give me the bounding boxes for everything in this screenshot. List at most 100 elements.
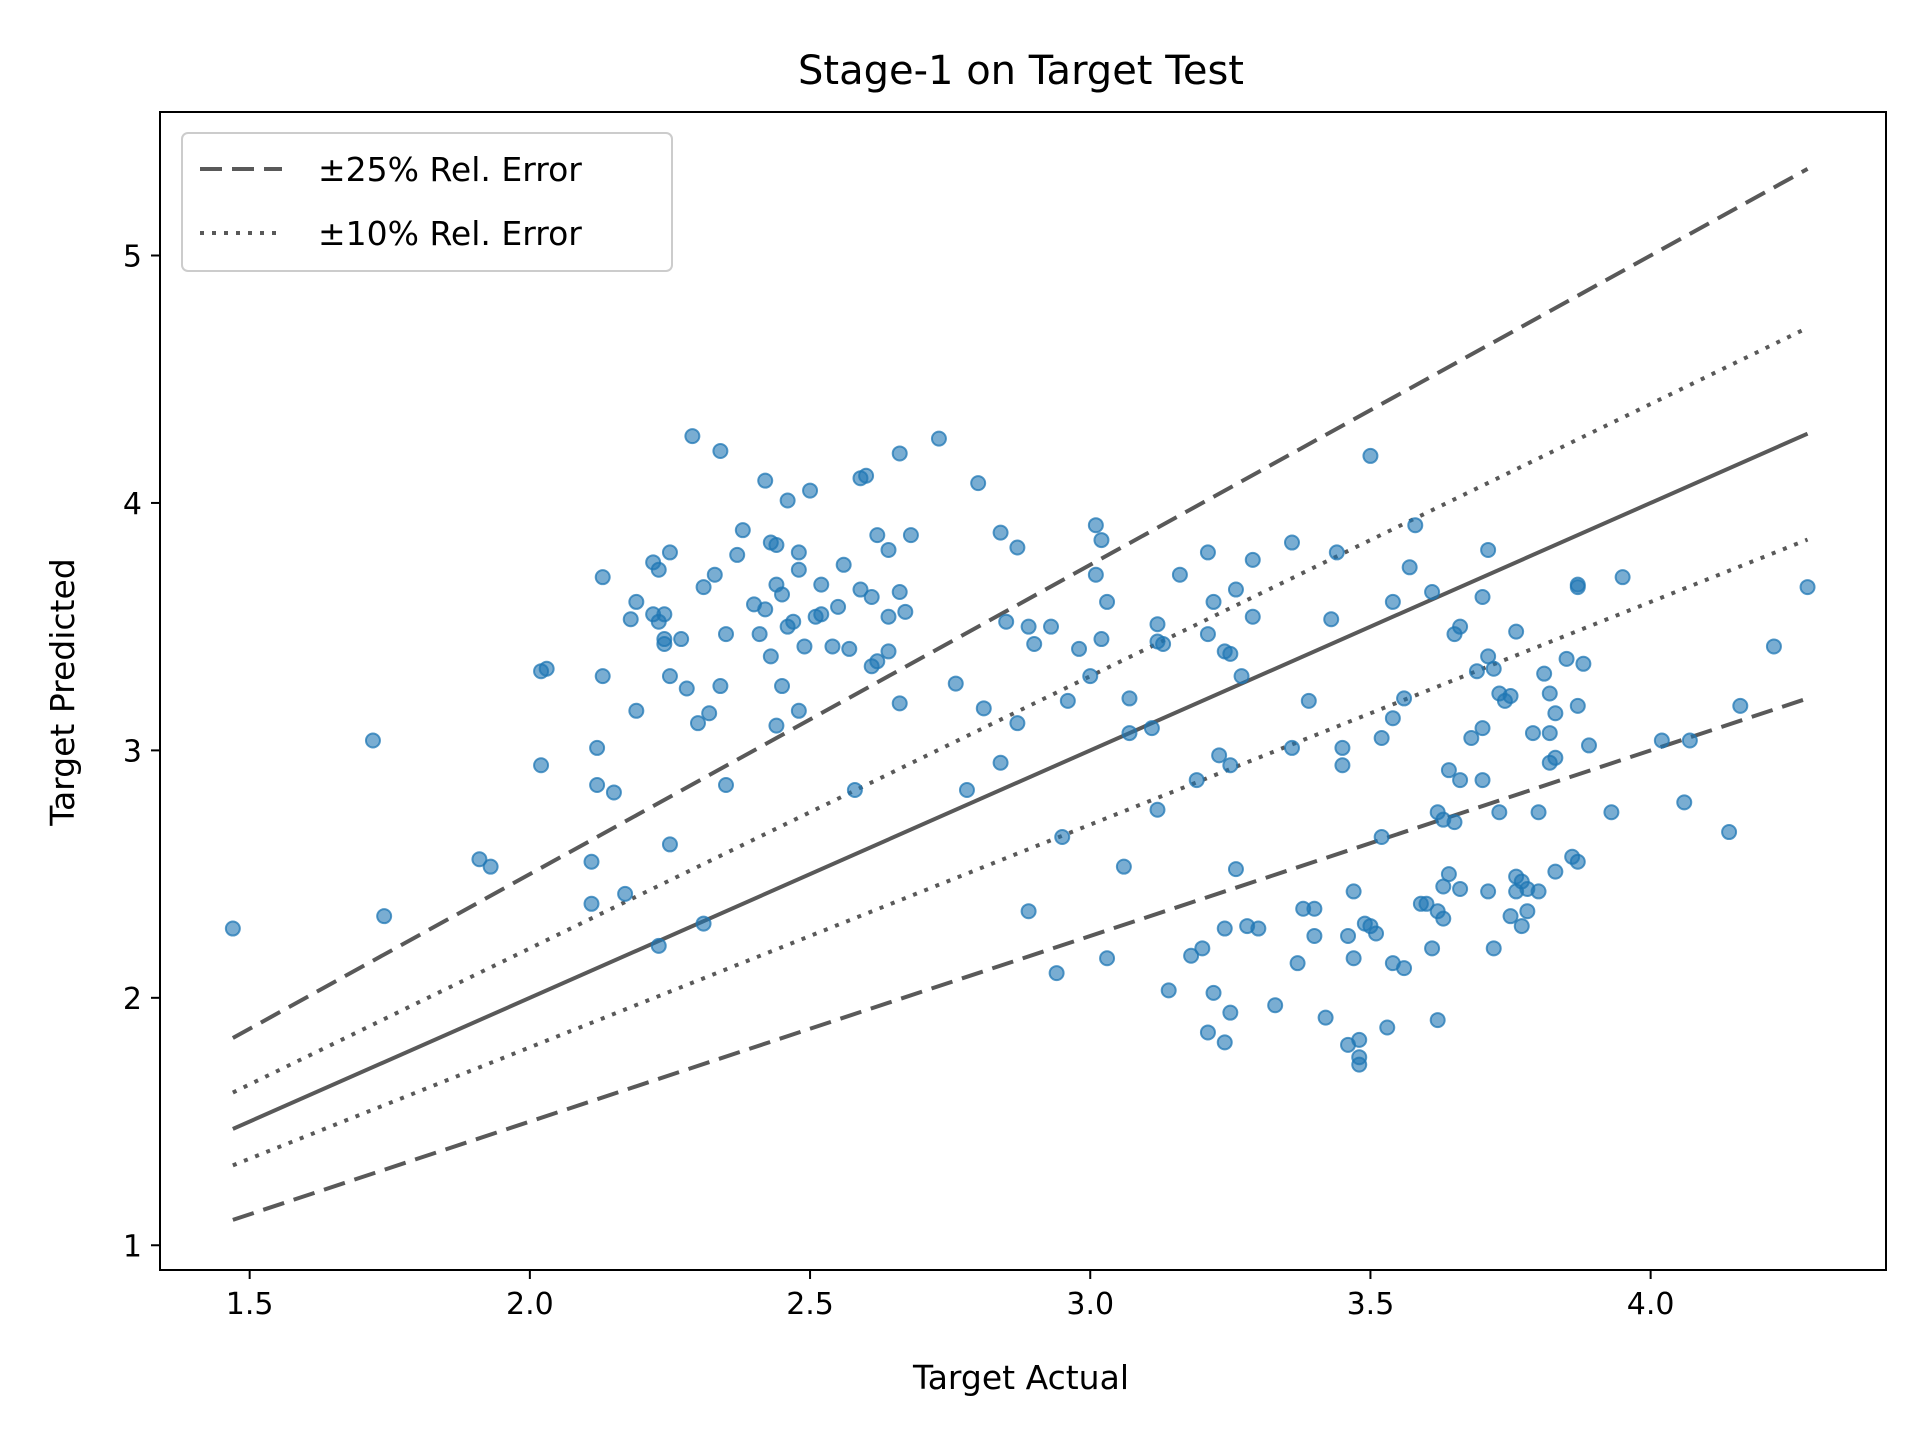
scatter-point xyxy=(729,546,746,563)
scatter-point xyxy=(1541,685,1558,702)
scatter-point xyxy=(835,556,852,573)
scatter-point xyxy=(583,853,600,870)
scatter-point xyxy=(846,781,863,798)
scatter-point xyxy=(897,603,914,620)
scatter-point xyxy=(768,717,785,734)
scatter-point xyxy=(1244,551,1261,568)
scatter-point xyxy=(1183,947,1200,964)
scatter-point xyxy=(628,593,645,610)
scatter-point xyxy=(1043,618,1060,635)
scatter-point xyxy=(1026,635,1043,652)
scatter-point xyxy=(1199,1024,1216,1041)
scatter-point xyxy=(1222,1004,1239,1021)
scatter-point xyxy=(1300,692,1317,709)
scatter-point xyxy=(701,705,718,722)
scatter-point xyxy=(1491,804,1508,821)
scatter-point xyxy=(1429,1012,1446,1029)
scatter-point xyxy=(1087,566,1104,583)
reference-line-identity xyxy=(232,431,1809,1131)
scatter-point xyxy=(1732,697,1749,714)
scatter-point xyxy=(790,544,807,561)
scatter-point xyxy=(757,601,774,618)
scatter-point xyxy=(1317,1009,1334,1026)
scatter-point xyxy=(1345,883,1362,900)
scatter-point xyxy=(1216,920,1233,937)
scatter-point xyxy=(1267,997,1284,1014)
scatter-point xyxy=(1452,880,1469,897)
scatter-point xyxy=(880,643,897,660)
reference-line-upper-10 xyxy=(231,325,1809,1095)
scatter-point xyxy=(706,566,723,583)
y-axis-label: Target Predicted xyxy=(43,558,82,827)
legend-label: ±10% Rel. Error xyxy=(318,214,582,253)
scatter-point xyxy=(1485,940,1502,957)
scatter-point xyxy=(1099,593,1116,610)
scatter-point xyxy=(757,472,774,489)
scatter-point xyxy=(1435,910,1452,927)
scatter-point xyxy=(869,527,886,544)
scatter-point xyxy=(1558,650,1575,667)
scatter-point xyxy=(1485,660,1502,677)
scatter-point xyxy=(1452,618,1469,635)
scatter-point xyxy=(1071,640,1088,657)
scatter-point xyxy=(1227,581,1244,598)
scatter-point xyxy=(1283,739,1300,756)
scatter-point xyxy=(1020,618,1037,635)
scatter-point xyxy=(1765,638,1782,655)
scatter-point xyxy=(533,757,550,774)
scatter-point xyxy=(1474,588,1491,605)
scatter-point xyxy=(841,640,858,657)
scatter-point xyxy=(1250,920,1267,937)
scatter-point xyxy=(605,784,622,801)
scatter-point xyxy=(796,638,813,655)
scatter-point xyxy=(1205,593,1222,610)
scatter-point xyxy=(1009,715,1026,732)
scatter-point xyxy=(813,576,830,593)
scatter-point xyxy=(947,675,964,692)
scatter-point xyxy=(790,561,807,578)
scatter-point xyxy=(830,598,847,615)
scatter-point xyxy=(1681,732,1698,749)
scatter-point xyxy=(1480,541,1497,558)
scatter-point xyxy=(1093,631,1110,648)
scatter-point xyxy=(1222,757,1239,774)
scatter-point xyxy=(1009,539,1026,556)
x-axis-label: Target Actual xyxy=(912,1358,1129,1397)
scatter-point xyxy=(774,586,791,603)
scatter-point xyxy=(858,467,875,484)
scatter-point xyxy=(717,777,734,794)
scatter-point xyxy=(1536,665,1553,682)
scatter-point xyxy=(1155,635,1172,652)
scatter-point xyxy=(1283,534,1300,551)
y-tick-label: 2 xyxy=(123,982,142,1017)
scatter-point xyxy=(1368,925,1385,942)
scatter-point xyxy=(538,660,555,677)
scatter-point xyxy=(824,638,841,655)
x-axis: 1.5 2.0 2.5 3.0 3.5 4.0 xyxy=(226,1270,1674,1322)
scatter-point xyxy=(1480,883,1497,900)
scatter-point xyxy=(1468,663,1485,680)
scatter-point xyxy=(650,937,667,954)
scatter-point xyxy=(1188,772,1205,789)
scatter-point xyxy=(1222,645,1239,662)
scatter-point xyxy=(1194,940,1211,957)
scatter-point xyxy=(891,445,908,462)
scatter-point xyxy=(869,653,886,670)
scatter-point xyxy=(1569,853,1586,870)
scatter-point xyxy=(1463,730,1480,747)
scatter-point xyxy=(1093,532,1110,549)
scatter-point xyxy=(594,668,611,685)
scatter-point xyxy=(930,430,947,447)
scatter-point xyxy=(1614,569,1631,586)
scatter-point xyxy=(656,606,673,623)
scatter-point xyxy=(589,739,606,756)
scatter-point xyxy=(1373,828,1390,845)
scatter-point xyxy=(471,851,488,868)
scatter-point xyxy=(695,579,712,596)
scatter-point xyxy=(813,606,830,623)
scatter-point xyxy=(1407,517,1424,534)
scatter-point xyxy=(785,613,802,630)
scatter-point xyxy=(1379,1019,1396,1036)
scatter-point xyxy=(880,541,897,558)
scatter-point xyxy=(1474,772,1491,789)
